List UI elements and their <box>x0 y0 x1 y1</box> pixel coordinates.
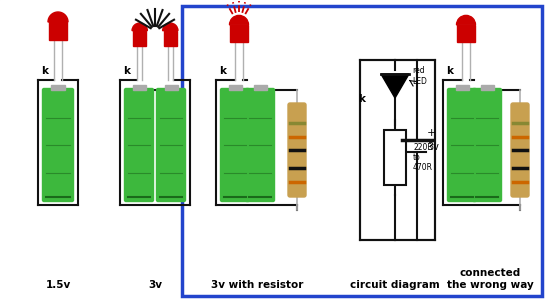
FancyBboxPatch shape <box>230 25 248 42</box>
FancyBboxPatch shape <box>49 22 67 40</box>
FancyBboxPatch shape <box>51 85 65 90</box>
FancyBboxPatch shape <box>288 103 306 197</box>
Text: k: k <box>41 66 48 76</box>
FancyBboxPatch shape <box>182 6 542 296</box>
Wedge shape <box>230 15 249 25</box>
FancyBboxPatch shape <box>43 88 73 202</box>
Text: k: k <box>358 94 365 104</box>
Text: 3v: 3v <box>427 142 439 152</box>
Text: 3v: 3v <box>148 280 162 290</box>
Wedge shape <box>163 23 178 31</box>
FancyBboxPatch shape <box>457 25 475 42</box>
FancyBboxPatch shape <box>472 88 502 202</box>
FancyBboxPatch shape <box>447 88 477 202</box>
FancyBboxPatch shape <box>164 31 177 46</box>
FancyBboxPatch shape <box>229 85 241 90</box>
FancyBboxPatch shape <box>164 85 178 90</box>
FancyBboxPatch shape <box>133 31 147 46</box>
Text: +: + <box>427 128 436 138</box>
FancyBboxPatch shape <box>481 85 493 90</box>
FancyBboxPatch shape <box>511 103 529 197</box>
FancyBboxPatch shape <box>245 88 275 202</box>
Text: 1.5v: 1.5v <box>46 280 70 290</box>
FancyBboxPatch shape <box>456 85 468 90</box>
Wedge shape <box>132 23 147 31</box>
Text: circuit diagram: circuit diagram <box>350 280 440 290</box>
FancyBboxPatch shape <box>360 60 435 240</box>
FancyBboxPatch shape <box>133 85 145 90</box>
Text: 3v with resistor: 3v with resistor <box>211 280 303 290</box>
Wedge shape <box>48 12 68 22</box>
Text: k: k <box>219 66 226 76</box>
Text: connected
the wrong way: connected the wrong way <box>447 268 533 290</box>
FancyBboxPatch shape <box>384 130 406 185</box>
Text: 220R
to
470R: 220R to 470R <box>413 142 433 172</box>
FancyBboxPatch shape <box>157 88 185 202</box>
FancyBboxPatch shape <box>254 85 266 90</box>
Text: red
LED: red LED <box>412 66 427 86</box>
FancyBboxPatch shape <box>124 88 154 202</box>
Wedge shape <box>457 15 476 25</box>
Text: k: k <box>446 66 453 76</box>
FancyBboxPatch shape <box>220 88 250 202</box>
Polygon shape <box>381 74 409 98</box>
Text: k: k <box>123 66 130 76</box>
